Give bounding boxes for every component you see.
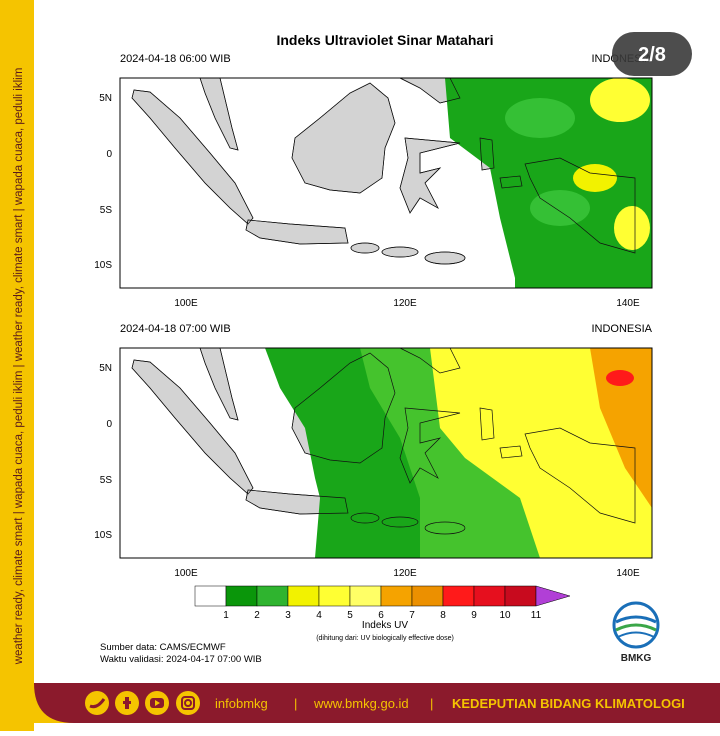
lon-label: 120E	[393, 298, 417, 309]
colorbar-label: Indeks UV	[362, 620, 408, 631]
lat-label: 0	[106, 149, 112, 160]
colorbar-segment	[380, 585, 413, 607]
side-text: weather ready, climate smart | wapada cu…	[13, 68, 25, 666]
lat-label: 5S	[100, 475, 113, 486]
colorbar-segment	[411, 585, 444, 607]
logo: BMKG	[612, 601, 660, 664]
lon-label: 140E	[616, 298, 640, 309]
colorbar-tick-label: 2	[254, 610, 260, 621]
map-panel: 2024-04-18 06:00 WIB INDONESIA 5N 0 5S 1…	[94, 53, 652, 309]
source: Sumber data: CAMS/ECMWF	[100, 642, 226, 653]
colorbar-note: (dihitung dari: UV biologically effectiv…	[316, 635, 454, 642]
lon-label: 100E	[174, 298, 198, 309]
colorbar-segment	[504, 585, 537, 607]
colorbar-segment	[287, 585, 320, 607]
footer-social[interactable]: infobmkg	[215, 696, 268, 711]
colorbar-tick-label: 10	[499, 610, 511, 621]
colorbar-tick-label: 1	[223, 610, 229, 621]
separator: |	[430, 696, 433, 711]
side-strip	[0, 0, 34, 731]
colorbar-segment	[349, 585, 382, 607]
colorbar-tick-label: 3	[285, 610, 291, 621]
colorbar-segment	[442, 585, 475, 607]
panel-time: 2024-04-18 06:00 WIB	[120, 53, 231, 65]
panel-region: INDONESIA	[591, 323, 652, 335]
badge-text: 2/8	[638, 44, 666, 66]
title: Indeks Ultraviolet Sinar Matahari	[276, 32, 493, 48]
validity: Waktu validasi: 2024-04-17 07:00 WIB	[100, 654, 262, 665]
lon-label: 120E	[393, 568, 417, 579]
lon-label: 100E	[174, 568, 198, 579]
colorbar-segment	[318, 585, 351, 607]
logo-text: BMKG	[621, 653, 652, 664]
footer-website[interactable]: www.bmkg.go.id	[313, 696, 409, 711]
social-icons[interactable]	[85, 691, 200, 715]
colorbar-tick-label: 9	[471, 610, 477, 621]
lat-label: 5N	[99, 363, 112, 374]
lat-label: 10S	[94, 260, 112, 271]
lat-label: 10S	[94, 530, 112, 541]
colorbar-tick-label: 8	[440, 610, 446, 621]
panel-time: 2024-04-18 07:00 WIB	[120, 323, 231, 335]
colorbar: 1 2 3 4 5 6 7 8 9 10 11	[194, 585, 571, 621]
colorbar-segment	[225, 585, 258, 607]
lon-label: 140E	[616, 568, 640, 579]
colorbar-segment	[256, 585, 289, 607]
badge	[612, 32, 692, 76]
lat-label: 5N	[99, 93, 112, 104]
lat-label: 0	[106, 419, 112, 430]
separator: |	[294, 696, 297, 711]
lat-label: 5S	[100, 205, 113, 216]
colorbar-tick-label: 6	[378, 610, 384, 621]
colorbar-tick-label: 4	[316, 610, 322, 621]
colorbar-tick-label: 5	[347, 610, 353, 621]
colorbar-tick-label: 11	[531, 610, 542, 621]
colorbar-segment	[194, 585, 227, 607]
colorbar-tick-label: 7	[409, 610, 415, 621]
map-panel: 2024-04-18 07:00 WIB INDONESIA 5N 0 5S 1…	[94, 323, 652, 579]
colorbar-arrow	[535, 585, 571, 607]
footer-department: KEDEPUTIAN BIDANG KLIMATOLOGI	[452, 696, 685, 711]
colorbar-segment	[473, 585, 506, 607]
